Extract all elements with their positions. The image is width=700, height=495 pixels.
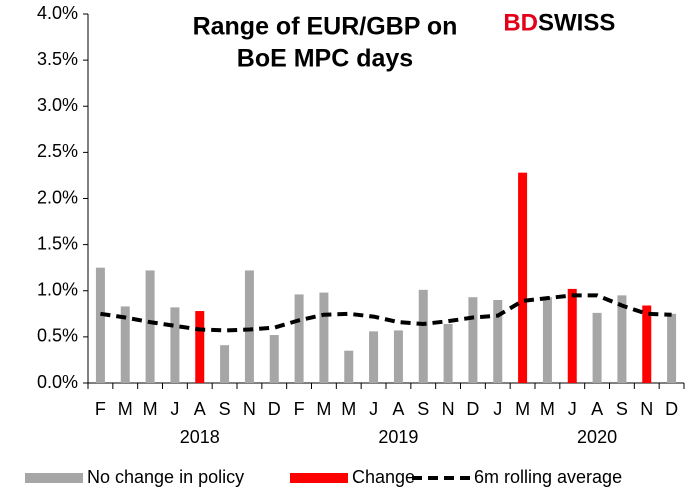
y-tick-label: 1.5%	[37, 233, 78, 253]
bar	[493, 299, 503, 383]
x-tick-label: D	[268, 399, 281, 419]
bar	[393, 330, 403, 383]
bar	[443, 323, 453, 383]
bar	[120, 306, 130, 383]
y-tick-label: 3.5%	[37, 49, 78, 69]
bar	[95, 267, 105, 383]
bar	[592, 312, 602, 383]
x-tick-label: J	[170, 399, 179, 419]
y-tick-label: 0.0%	[37, 372, 78, 392]
legend-label: No change in policy	[87, 467, 244, 487]
chart-title: Range of EUR/GBP on	[193, 13, 458, 41]
legend-label: Change	[352, 467, 415, 487]
legend-label: 6m rolling average	[474, 467, 622, 487]
x-tick-label: F	[95, 399, 106, 419]
logo: SWISS	[538, 9, 615, 36]
x-tick-label: J	[369, 399, 378, 419]
chart-title: BoE MPC days	[237, 45, 413, 73]
x-tick-label: M	[118, 399, 133, 419]
bar	[170, 307, 180, 383]
bar	[617, 295, 627, 383]
x-tick-label: S	[616, 399, 628, 419]
x-tick-label: J	[568, 399, 577, 419]
x-tick-label: N	[442, 399, 455, 419]
x-tick-label: S	[417, 399, 429, 419]
bar	[145, 270, 155, 383]
x-tick-label: N	[640, 399, 653, 419]
x-tick-label: M	[143, 399, 158, 419]
y-tick-label: 2.5%	[37, 141, 78, 161]
x-tick-label: M	[540, 399, 555, 419]
bar	[369, 331, 379, 383]
bar	[642, 305, 652, 383]
x-tick-label: A	[392, 399, 404, 419]
y-tick-label: 1.0%	[37, 280, 78, 300]
x-tick-label: F	[294, 399, 305, 419]
y-tick-label: 3.0%	[37, 95, 78, 115]
year-label: 2019	[378, 427, 418, 447]
bar	[220, 345, 230, 383]
logo: BD	[503, 9, 538, 36]
year-label: 2020	[577, 427, 617, 447]
year-label: 2018	[180, 427, 220, 447]
bar	[542, 297, 552, 383]
x-tick-label: D	[466, 399, 479, 419]
bar	[567, 288, 577, 383]
line	[100, 293, 672, 333]
x-tick-label: M	[316, 399, 331, 419]
x-tick-label: J	[493, 399, 502, 419]
x-tick-label: S	[219, 399, 231, 419]
bar	[319, 292, 329, 383]
x-tick-label: M	[515, 399, 530, 419]
bar	[418, 289, 428, 383]
bar	[518, 172, 528, 383]
bar	[269, 335, 279, 383]
y-tick-label: 4.0%	[37, 3, 78, 23]
bar	[195, 311, 205, 383]
legend-swatch	[25, 473, 83, 483]
legend-swatch	[290, 473, 348, 483]
x-tick-label: M	[341, 399, 356, 419]
bar	[244, 270, 254, 383]
bar	[294, 294, 304, 383]
bar	[344, 350, 354, 383]
y-tick-label: 2.0%	[37, 187, 78, 207]
x-tick-label: A	[591, 399, 603, 419]
x-tick-label: N	[243, 399, 256, 419]
bar	[667, 313, 677, 383]
y-tick-label: 0.5%	[37, 326, 78, 346]
x-tick-label: D	[665, 399, 678, 419]
bar	[468, 297, 478, 383]
x-tick-label: A	[194, 399, 206, 419]
